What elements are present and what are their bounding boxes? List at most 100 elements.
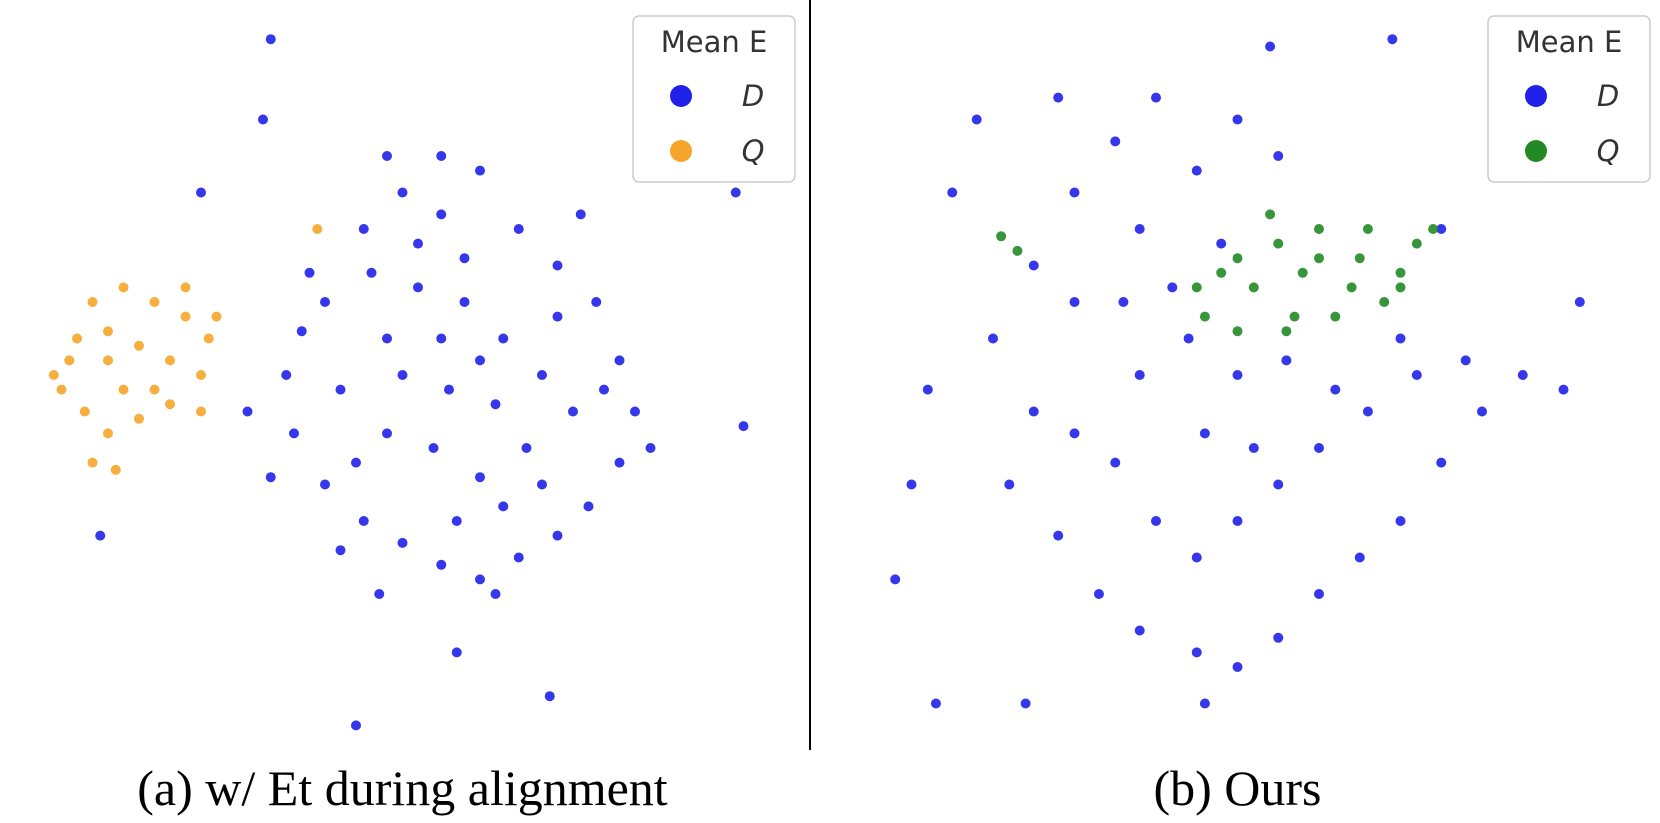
- point: [79, 406, 90, 417]
- point: [1436, 224, 1447, 234]
- point: [1093, 589, 1104, 599]
- point: [490, 589, 501, 599]
- point: [1110, 457, 1121, 468]
- point: [1134, 625, 1145, 636]
- point: [1411, 238, 1422, 249]
- point: [1191, 647, 1202, 658]
- point: [95, 530, 106, 541]
- point: [988, 333, 998, 344]
- caption: (b) Ours: [1153, 760, 1321, 816]
- point: [312, 224, 323, 234]
- point: [1216, 267, 1227, 278]
- point: [521, 443, 532, 453]
- point: [890, 574, 901, 585]
- point: [451, 516, 462, 526]
- legend-marker: [670, 140, 692, 162]
- point: [1191, 282, 1202, 293]
- legend-label: D: [742, 79, 764, 113]
- point: [947, 187, 958, 198]
- point: [1517, 370, 1528, 380]
- point: [1151, 92, 1161, 103]
- point: [335, 545, 346, 556]
- point: [1248, 282, 1259, 293]
- point: [1167, 282, 1178, 293]
- point: [436, 559, 447, 570]
- point: [459, 253, 470, 264]
- point: [1574, 297, 1585, 307]
- point: [552, 311, 563, 322]
- point: [1069, 297, 1080, 307]
- point: [630, 406, 640, 417]
- point: [413, 238, 423, 249]
- point: [583, 501, 594, 512]
- point: [1199, 311, 1210, 322]
- point: [382, 428, 392, 439]
- point: [397, 370, 408, 380]
- point: [258, 114, 268, 125]
- point: [296, 326, 307, 337]
- point: [304, 267, 315, 278]
- point: [1281, 326, 1292, 337]
- point: [475, 574, 485, 585]
- point: [1297, 267, 1308, 278]
- point: [730, 187, 741, 198]
- point: [537, 479, 547, 490]
- point: [87, 297, 98, 307]
- point: [1004, 479, 1015, 490]
- point: [1134, 370, 1145, 380]
- point: [1273, 632, 1284, 643]
- point: [1436, 457, 1447, 468]
- point: [1232, 114, 1243, 125]
- point: [1346, 282, 1357, 293]
- point: [103, 355, 113, 366]
- point: [1216, 238, 1227, 249]
- point: [544, 691, 555, 702]
- legend-box: [1487, 15, 1651, 183]
- point: [428, 443, 439, 453]
- point: [1265, 209, 1276, 220]
- point: [552, 260, 563, 271]
- legend-box: [632, 15, 796, 183]
- point: [1191, 165, 1202, 176]
- point: [397, 187, 408, 198]
- point: [103, 326, 113, 337]
- point: [614, 355, 625, 366]
- point: [366, 267, 377, 278]
- point: [413, 282, 423, 293]
- point: [64, 355, 75, 366]
- point: [1012, 245, 1023, 256]
- point: [1354, 552, 1365, 563]
- point: [475, 165, 485, 176]
- legend-title: Mean E: [661, 25, 768, 59]
- point: [568, 406, 578, 417]
- point: [591, 297, 602, 307]
- legend-marker: [1525, 85, 1547, 107]
- point: [1289, 311, 1300, 322]
- point: [320, 297, 330, 307]
- point: [351, 720, 361, 731]
- point: [149, 297, 160, 307]
- point: [180, 311, 191, 322]
- point: [196, 406, 206, 417]
- point: [196, 370, 206, 380]
- point: [1232, 253, 1243, 264]
- point: [498, 333, 509, 344]
- point: [358, 224, 369, 234]
- point: [1199, 698, 1210, 709]
- point: [1460, 355, 1471, 366]
- legend-marker: [1525, 140, 1547, 162]
- point: [1053, 92, 1064, 103]
- point: [1354, 253, 1365, 264]
- point: [1110, 136, 1121, 147]
- point: [1330, 311, 1341, 322]
- point: [1183, 333, 1194, 344]
- point: [436, 209, 447, 220]
- point: [1314, 589, 1324, 599]
- point: [1395, 333, 1406, 344]
- point: [1477, 406, 1487, 417]
- point: [351, 457, 361, 468]
- point: [397, 537, 408, 548]
- point: [1314, 443, 1324, 453]
- point: [265, 472, 276, 483]
- point: [149, 384, 160, 395]
